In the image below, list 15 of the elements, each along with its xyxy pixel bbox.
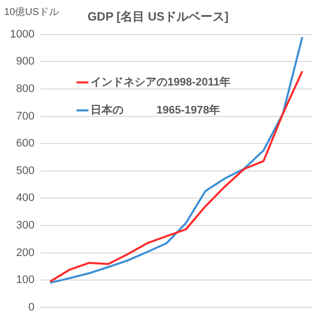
y-tick-label: 400 xyxy=(16,192,34,204)
y-tick-label: 800 xyxy=(16,83,34,96)
y-tick-label: 900 xyxy=(16,56,34,68)
y-tick-label: 100 xyxy=(16,274,34,286)
y-tick-label: 1000 xyxy=(10,28,34,40)
y-tick-label: 200 xyxy=(16,246,34,259)
y-axis-title: 10億USドル xyxy=(4,6,60,18)
y-tick-label: 300 xyxy=(16,220,34,232)
chart-title: GDP [名目 USドルベース] xyxy=(87,10,229,24)
y-tick-label: 0 xyxy=(28,301,34,314)
y-tick-label: 700 xyxy=(16,110,34,122)
y-tick-label: 500 xyxy=(16,164,34,177)
legend-label: インドネシアの1998-2011年 xyxy=(90,75,230,88)
y-tick-label: 600 xyxy=(16,138,34,150)
legend-label: 日本の 1965-1978年 xyxy=(90,103,220,116)
